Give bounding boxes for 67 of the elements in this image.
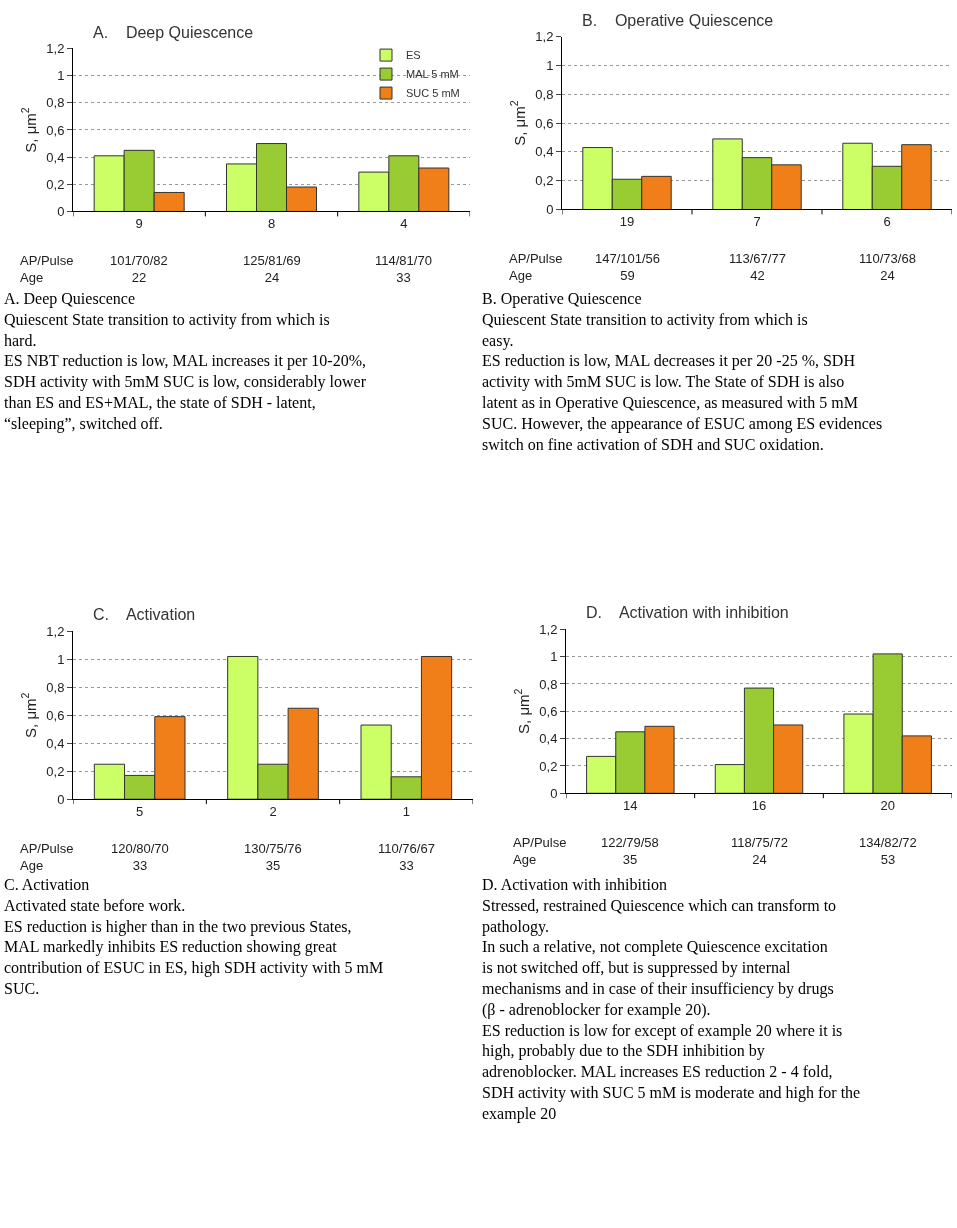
chart-title: D. Activation with inhibition — [586, 604, 789, 621]
y-tick-label: 0,2 — [539, 758, 558, 774]
y-tick-label: 0,6 — [46, 707, 65, 723]
text: C. Activation Activated state before work. ES reduction is higher than in the two previous States, MAL markedly inhibits ES reduction showing great contribution of ESUC in ES, high SDH activity with 5 mM SUC. — [4, 876, 384, 997]
y-tick-label: 0,8 — [46, 95, 65, 111]
text: D. Activation with inhibition Stressed, restrained Quiescence which can transform to pathology. In such a relative, not complete Quiescence excitation is not switched off, but is suppressed by internal mechanisms and in case of their insufficiency by drugs (β - adrenoblocker for example 20). ES reduction is low for except of example 20 where it is high, probably due to the SDH inhibition by adrenoblocker. MAL increases ES reduction 2 - 4 fold, SDH activity with SUC 5 mM is moderate and high for the example 20 — [482, 876, 861, 1122]
text: AP/Pulse Age — [513, 835, 567, 867]
y-tick-label: 0,8 — [46, 679, 65, 695]
y-tick-label: 0 — [546, 202, 554, 218]
x-tick-label: 1 — [402, 803, 410, 819]
text: 134/82/72 53 — [859, 835, 917, 867]
y-tick-label: 1,2 — [46, 623, 65, 639]
x-tick-label: 14 — [623, 797, 638, 813]
text: 110/76/67 33 — [378, 841, 435, 873]
y-tick-label: 1,2 — [535, 29, 554, 45]
chart-title: C. Activation — [93, 606, 196, 623]
text: 122/79/58 35 — [601, 835, 659, 867]
text: 130/75/76 35 — [244, 841, 302, 873]
x-tick-label: 19 — [619, 214, 635, 230]
legend-label: SUC 5 mM — [406, 87, 460, 100]
y-tick-label: 1 — [546, 57, 554, 73]
text: 118/75/72 24 — [731, 835, 788, 867]
chart-title: B. Operative Quiescence — [582, 12, 774, 29]
y-tick-label: 0 — [550, 785, 558, 801]
chart-title: A. Deep Quiescence — [93, 24, 254, 41]
text: 113/67/77 42 — [729, 251, 786, 283]
y-tick-label: 0,6 — [535, 115, 554, 131]
y-tick-label: 0,8 — [539, 676, 558, 692]
text: 125/81/69 24 — [243, 253, 301, 285]
x-tick-label: 6 — [883, 214, 891, 230]
y-tick-label: 1,2 — [539, 621, 558, 637]
text: 120/80/70 33 — [111, 841, 169, 873]
y-tick-label: 1,2 — [46, 41, 65, 57]
text: 110/73/68 24 — [859, 251, 916, 283]
x-tick-label: 4 — [400, 216, 408, 232]
y-tick-label: 0,6 — [46, 122, 65, 138]
legend-label: MAL 5 mM — [406, 68, 459, 81]
text: AP/Pulse Age — [509, 251, 563, 283]
text: A. Deep Quiescence Quiescent State transition to activity from which is hard. ES NBT reduction is low, MAL increases it per 10-20%, SDH activity with 5mM SUC is low, considerably lower than ES and ES+MAL, the state of SDH - latent, “sleeping”, switched off. — [4, 290, 367, 433]
x-tick-label: 5 — [136, 803, 144, 819]
text: 101/70/82 22 — [110, 253, 168, 285]
text: B. Operative Quiescence Quiescent State transition to activity from which is easy. ES reduction is low, MAL decreases it per 20 -25 %, SDH activity with 5mM SUC is low. The State of SDH is also latent as in Operative Quiescence, as measured with 5 mM SUC. However, the appearance of ESUC among ES evidences switch on fine activation of SDH and SUC oxidation. — [482, 290, 883, 453]
y-tick-label: 0,6 — [539, 703, 558, 719]
x-tick-label: 9 — [135, 216, 143, 232]
y-tick-label: 0,4 — [46, 735, 65, 751]
y-tick-label: 1 — [57, 651, 65, 667]
text: AP/Pulse Age — [20, 841, 74, 873]
text: 147/101/56 59 — [595, 251, 661, 283]
y-tick-label: 0,4 — [46, 149, 65, 165]
x-tick-label: 20 — [880, 797, 895, 813]
y-tick-label: 0,2 — [535, 173, 554, 189]
text: 114/81/70 33 — [375, 253, 432, 285]
y-tick-label: 1 — [57, 68, 65, 84]
legend-label: ES — [406, 49, 421, 62]
x-tick-label: 16 — [751, 797, 767, 813]
y-tick-label: 0,2 — [46, 763, 65, 779]
y-tick-label: 0,2 — [46, 176, 65, 192]
x-tick-label: 8 — [267, 216, 276, 232]
text: AP/Pulse Age — [20, 253, 74, 285]
y-tick-label: 0,4 — [539, 731, 558, 747]
x-tick-label: 7 — [753, 214, 761, 230]
y-tick-label: 1 — [550, 649, 558, 665]
x-tick-label: 2 — [269, 803, 277, 819]
y-tick-label: 0 — [57, 204, 65, 220]
y-tick-label: 0,8 — [535, 86, 554, 102]
y-tick-label: 0 — [57, 791, 65, 807]
y-tick-label: 0,4 — [535, 144, 554, 160]
